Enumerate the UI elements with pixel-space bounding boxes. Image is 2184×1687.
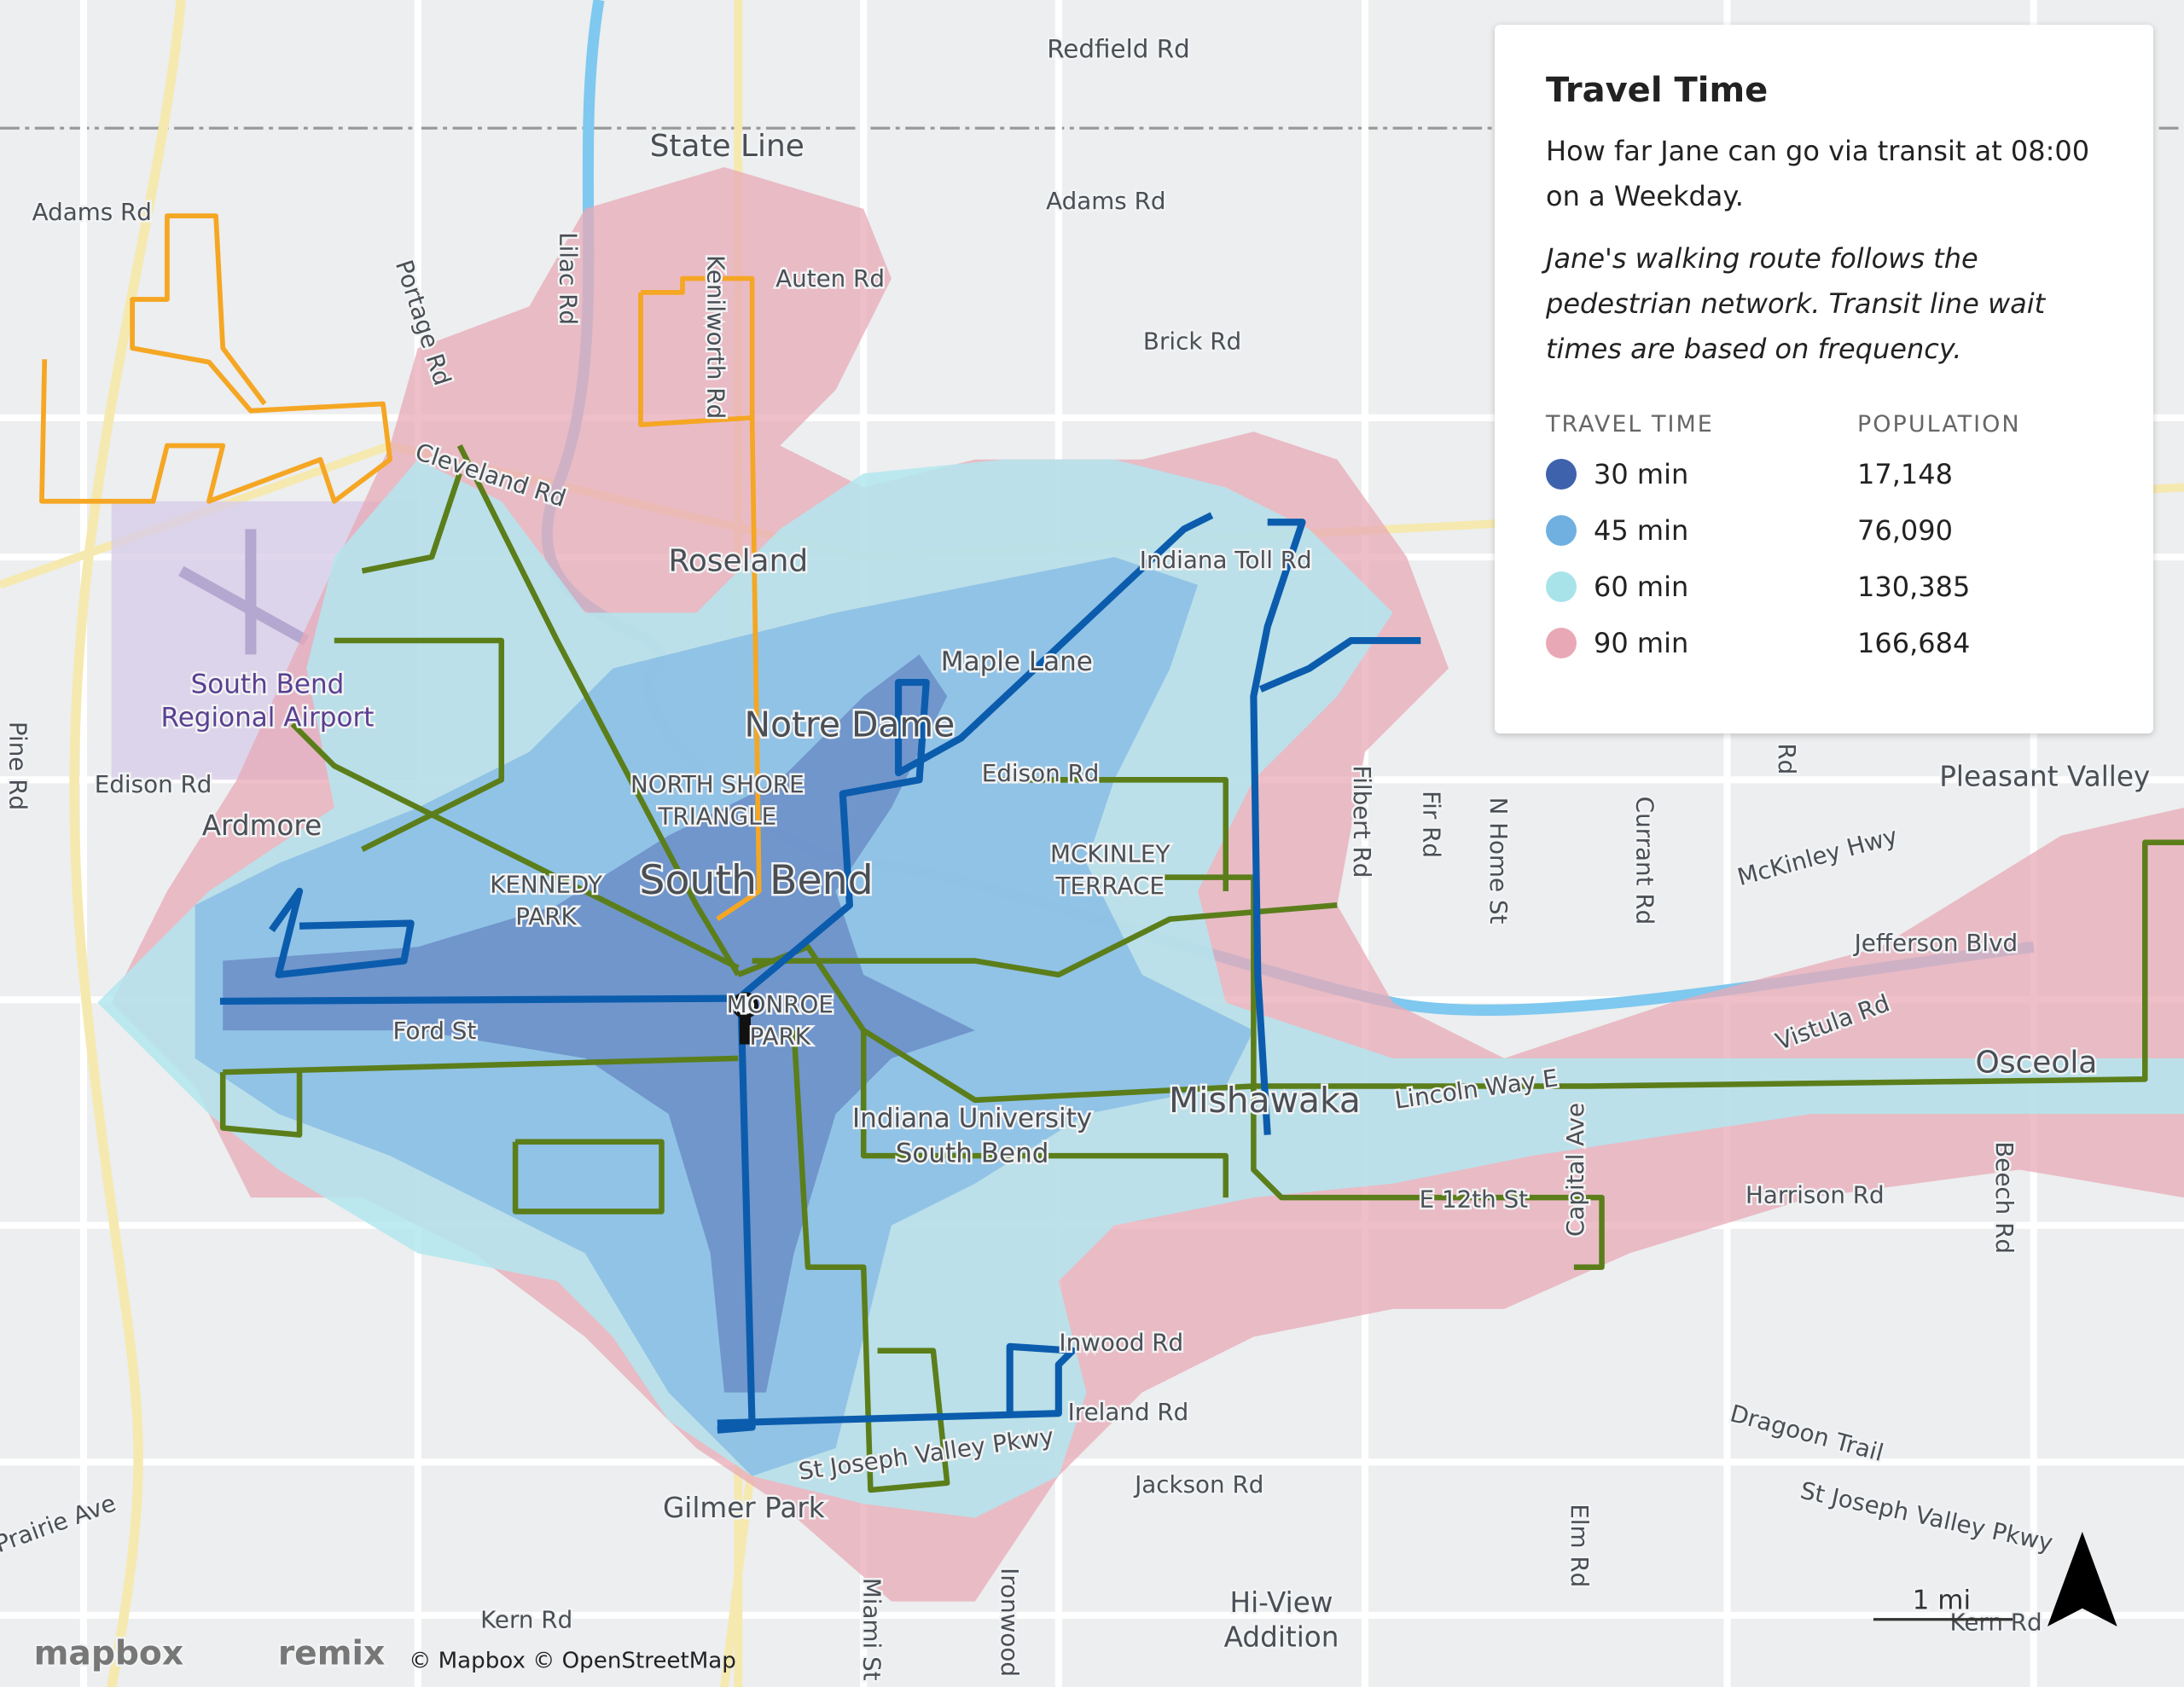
legend-header: TRAVEL TIME POPULATION (1546, 411, 2102, 438)
legend-swatch (1546, 628, 1577, 658)
map-label: Addition (1224, 1621, 1339, 1654)
legend-time: 90 min (1594, 627, 1689, 659)
map-label: Pleasant Valley (1939, 761, 2150, 793)
map-label: Notre Dame (745, 704, 956, 745)
map-label: Capital Ave (1561, 1103, 1589, 1237)
map-label: Edison Rd (95, 770, 212, 798)
isochrone-30 (223, 654, 975, 1393)
map-label: Miami St (857, 1578, 886, 1681)
map-label: Lilac Rd (554, 232, 582, 325)
legend-population: 130,385 (1857, 571, 1971, 603)
map-label: Pine Rd (4, 722, 32, 810)
map-label: Maple Lane (941, 646, 1093, 677)
orange-routes (39, 213, 762, 921)
map-label: Ardmore (202, 809, 322, 842)
legend-time: 30 min (1594, 458, 1689, 490)
legend-rows: 30 min 17,148 45 min 76,090 60 min 130,385 90 … (1546, 446, 2102, 671)
legend-population: 17,148 (1857, 458, 1953, 490)
map-label: Currant Rd (1631, 797, 1659, 925)
scale-bar: 1 mi (1873, 1583, 2013, 1621)
isochrone-45 (195, 557, 1254, 1476)
map-label: Indiana University (852, 1104, 1092, 1134)
legend-description: How far Jane can go via transit at 08:00… (1546, 135, 2090, 212)
map-label: PARK (750, 1022, 811, 1050)
transit-lines (39, 213, 2184, 1493)
map-label: Adams Rd (1046, 187, 1165, 215)
map-label: Brick Rd (1143, 328, 1241, 356)
map-label: Filbert Rd (1348, 765, 1376, 878)
map-label: Fir Rd (1418, 791, 1446, 858)
map-label: South Bend (639, 857, 873, 904)
map-label: Harrison Rd (1745, 1180, 1885, 1209)
map-label: South Bend (191, 669, 345, 699)
map-label: South Bend (896, 1138, 1049, 1168)
map-label: Kenilworth Rd (702, 255, 730, 419)
legend-time: 45 min (1594, 514, 1689, 547)
map-label: E 12th St (1420, 1185, 1529, 1213)
header-population: POPULATION (1857, 411, 2021, 438)
legend-row: 45 min 76,090 (1546, 502, 2102, 559)
legend-row: 90 min 166,684 (1546, 615, 2102, 671)
map-label: Jefferson Blvd (1853, 929, 2018, 957)
legend-population: 76,090 (1857, 514, 1953, 547)
map-label: KENNEDY (490, 870, 602, 898)
map-label: Kern Rd (1950, 1609, 2042, 1637)
isochrones (97, 166, 2184, 1602)
map-label: Ford St (392, 1017, 476, 1045)
map-label: Hi-View (1230, 1586, 1333, 1619)
map-label: Edison Rd (982, 759, 1100, 787)
map-label: N Home St (1484, 797, 1513, 925)
map-label: Elm Rd (1565, 1504, 1594, 1587)
map-label: TERRACE (1055, 872, 1165, 900)
header-time: TRAVEL TIME (1546, 411, 1714, 438)
map-label: Indiana Toll Rd (1140, 546, 1312, 574)
legend-swatch (1546, 459, 1577, 490)
credits: © Mapbox © OpenStreetMap (409, 1648, 736, 1673)
map-label: Auten Rd (775, 264, 885, 293)
legend-title: Travel Time (1546, 71, 1769, 110)
legend-swatch (1546, 571, 1577, 602)
map-label: MCKINLEY (1050, 839, 1170, 867)
remix-logo: remix (278, 1635, 385, 1673)
map-label: Roseland (668, 544, 808, 579)
legend-row: 60 min 130,385 (1546, 559, 2102, 615)
origin-marker (731, 992, 758, 1045)
legend-time: 60 min (1594, 571, 1689, 603)
map-label: NORTH SHORE (630, 770, 804, 798)
map-label: Ireland Rd (1068, 1398, 1189, 1426)
map-label: MONROE (727, 990, 834, 1018)
legend-population: 166,684 (1857, 627, 1971, 659)
map-label: Adams Rd (32, 198, 152, 226)
legend-key: 30 min (1546, 458, 1857, 490)
map-label: Rd (1773, 743, 1801, 774)
legend-row: 30 min 17,148 (1546, 446, 2102, 502)
map-label: Osceola (1976, 1045, 2098, 1080)
map-label: TRIANGLE (657, 802, 776, 830)
map-label: Mishawaka (1169, 1080, 1361, 1121)
north-arrow (2048, 1531, 2117, 1626)
legend-key: 45 min (1546, 514, 1857, 547)
map-label: Ironwood (996, 1568, 1024, 1677)
map-label: PARK (515, 902, 577, 930)
legend-panel: Travel Time How far Jane can go via tran… (1495, 25, 2153, 733)
legend-key: 60 min (1546, 571, 1857, 603)
legend-swatch (1546, 515, 1577, 546)
map-label: State Line (650, 129, 804, 164)
map-label: Redfield Rd (1047, 34, 1190, 63)
map-label: Inwood Rd (1059, 1329, 1183, 1357)
map-label: Regional Airport (161, 702, 375, 733)
map-label: Kern Rd (480, 1605, 572, 1633)
legend-key: 90 min (1546, 627, 1857, 659)
map-label: Beech Rd (1990, 1141, 2018, 1254)
blue-routes (219, 512, 1421, 1434)
map-label: Jackson Rd (1133, 1470, 1263, 1499)
scale-label: 1 mi (1913, 1586, 1971, 1616)
map-label: Gilmer Park (663, 1492, 825, 1524)
mapbox-logo: mapbox (34, 1635, 184, 1673)
attribution: mapbox remix © Mapbox © OpenStreetMap (32, 1632, 736, 1675)
legend-note: Jane's walking route follows the pedestr… (1546, 242, 2046, 365)
